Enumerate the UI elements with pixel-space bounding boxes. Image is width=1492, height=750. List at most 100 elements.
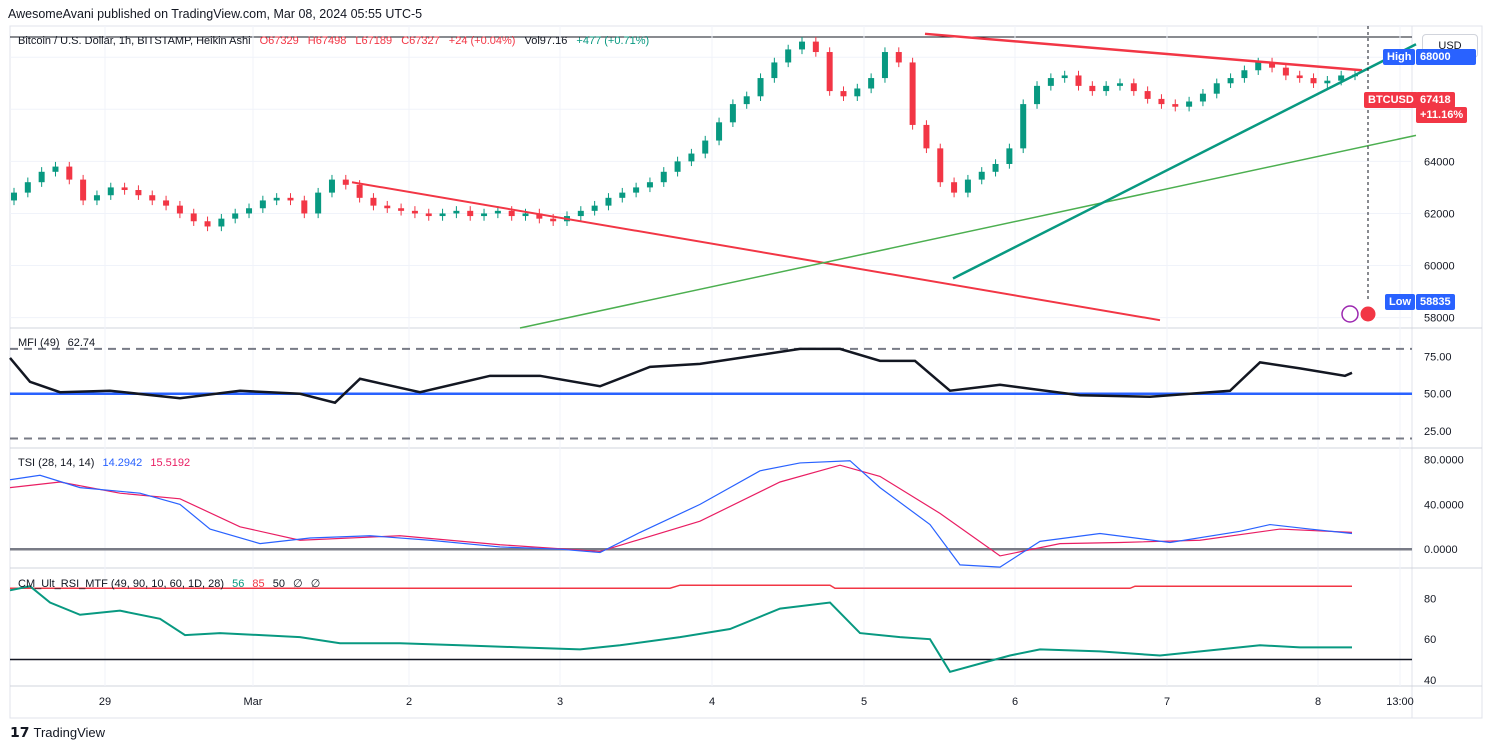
rsi-tick-label: 80 — [1424, 593, 1436, 605]
tsi-tick-label: 80.0000 — [1424, 455, 1464, 467]
candle-body — [24, 182, 31, 193]
candle-body — [660, 171, 667, 183]
chart-frame — [9, 25, 1483, 719]
candle-body — [467, 210, 474, 217]
candle-body — [149, 195, 156, 201]
low-value: L67189 — [355, 35, 393, 47]
tsi-name: TSI (28, 14, 14) — [18, 457, 95, 469]
candle-body — [38, 171, 45, 183]
candle-body — [826, 52, 833, 92]
candle-body — [1241, 70, 1248, 79]
candle-body — [1061, 75, 1068, 79]
candle-body — [439, 213, 446, 217]
tsi-value-1: 14.2942 — [102, 457, 143, 469]
rsi-tick-label: 40 — [1424, 675, 1436, 687]
open-value: O67329 — [259, 35, 299, 47]
candle-body — [163, 200, 170, 206]
candle-body — [1034, 85, 1041, 105]
tsi-tick-label: 0.0000 — [1424, 544, 1458, 556]
candle-body — [646, 182, 653, 188]
candle-body — [771, 62, 778, 79]
rsi-value-1: 56 — [232, 578, 245, 590]
mfi-name: MFI (49) — [18, 337, 60, 349]
time-tick-label: 8 — [1315, 696, 1321, 708]
candle-body — [812, 41, 819, 53]
candle-body — [121, 187, 128, 191]
candle-body — [743, 96, 750, 105]
candle-body — [1186, 101, 1193, 107]
candle-body — [716, 122, 723, 141]
candle-body — [688, 153, 695, 162]
candle-body — [453, 210, 460, 214]
candle-body — [1158, 98, 1165, 105]
time-tick-label: 2 — [406, 696, 412, 708]
high-value: H67498 — [307, 35, 347, 47]
candle-body — [287, 197, 294, 201]
time-tick-label: 6 — [1012, 696, 1018, 708]
mfi-tick-label: 50.00 — [1424, 389, 1452, 401]
candle-body — [1227, 78, 1234, 84]
candle-body — [605, 197, 612, 206]
candle-body — [246, 208, 253, 214]
candle-body — [992, 163, 999, 172]
time-tick-label: Mar — [244, 696, 263, 708]
candle-body — [1075, 75, 1082, 86]
candle-body — [785, 49, 792, 63]
candle-body — [328, 179, 335, 193]
candle-body — [1116, 83, 1123, 86]
rsi-value-3: 50 — [272, 578, 285, 590]
candle-body — [384, 205, 391, 209]
low-tag: Low — [1385, 294, 1415, 310]
tradingview-logo-icon: 𝟭𝟳 — [10, 724, 30, 740]
candle-body — [840, 91, 847, 97]
candle-body — [923, 124, 930, 149]
candle-body — [1199, 93, 1206, 102]
candle-body — [1172, 104, 1179, 107]
tsi-legend: TSI (28, 14, 14) 14.2942 15.5192 — [18, 457, 195, 469]
symbol-legend: Bitcoin / U.S. Dollar, 1h, BITSTAMP, Hei… — [18, 35, 655, 47]
tsi-line — [9, 460, 1353, 568]
candle-body — [633, 187, 640, 193]
tsi-tick-label: 40.0000 — [1424, 499, 1464, 511]
rsi-value-4: ∅ — [293, 578, 303, 590]
change-value: +24 (+0.04%) — [448, 35, 516, 47]
candle-body — [702, 140, 709, 154]
descending-trendline-lower — [351, 181, 1161, 322]
candle-body — [1296, 75, 1303, 79]
candle-body — [301, 200, 308, 214]
candle-body — [1103, 85, 1110, 92]
time-tick-label: 5 — [861, 696, 867, 708]
time-tick-label: 4 — [709, 696, 715, 708]
candle-body — [937, 148, 944, 183]
ascending-trendline-long — [519, 134, 1417, 329]
mfi-tick-label: 25.00 — [1424, 426, 1452, 438]
rsi-value-2: 85 — [252, 578, 265, 590]
candle-body — [1089, 85, 1096, 92]
time-tick-label: 3 — [557, 696, 563, 708]
candle-body — [1310, 78, 1317, 84]
mfi-value: 62.74 — [67, 337, 96, 349]
price-tag: 67418 — [1416, 92, 1455, 108]
candle-body — [93, 195, 100, 201]
candle-body — [1255, 62, 1262, 71]
volume-value: Vol97.16 — [524, 35, 568, 47]
candle-body — [259, 200, 266, 209]
candle-body — [550, 218, 557, 222]
price-tick-label: 58000 — [1424, 313, 1455, 325]
candle-body — [1020, 104, 1027, 149]
price-tick-label: 60000 — [1424, 261, 1455, 273]
candle-body — [964, 179, 971, 193]
symbol-tag: BTCUSD — [1364, 92, 1418, 108]
candle-body — [411, 210, 418, 214]
candle-body — [1282, 67, 1289, 76]
candle-body — [1213, 83, 1220, 94]
candle-body — [1130, 83, 1137, 92]
candle-body — [799, 41, 806, 50]
time-tick-label: 29 — [99, 696, 111, 708]
publisher-header: AwesomeAvani published on TradingView.co… — [8, 7, 423, 21]
mfi-line — [9, 347, 1353, 405]
volume-change: +477 (+0.71%) — [576, 35, 650, 47]
footer-brand[interactable]: 𝟭𝟳 TradingView — [10, 724, 105, 741]
candle-body — [895, 52, 902, 63]
